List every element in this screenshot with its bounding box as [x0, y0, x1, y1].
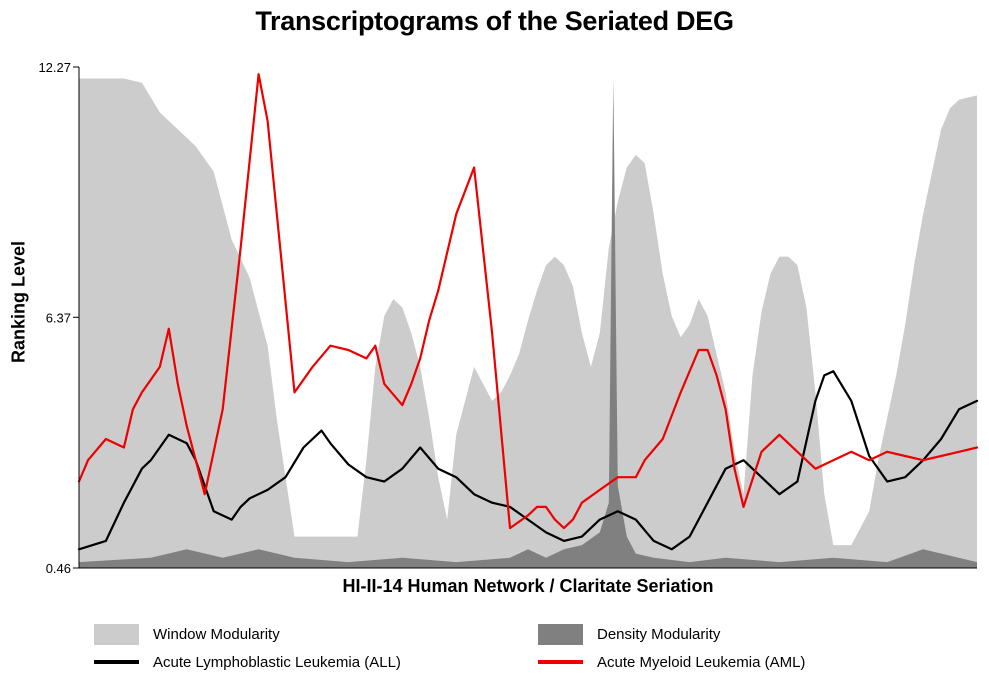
y-tick-label: 6.37 [46, 310, 71, 325]
legend-swatch-density [538, 623, 583, 645]
legend-label-window: Window Modularity [153, 625, 280, 643]
legend-window-modularity: Window Modularity [94, 622, 280, 646]
legend-line-all [94, 660, 139, 664]
legend-line-aml [538, 660, 583, 664]
y-tick-label: 12.27 [38, 60, 71, 75]
legend-swatch-window [94, 623, 139, 645]
y-tick-label: 0.46 [46, 561, 71, 576]
legend-label-aml: Acute Myeloid Leukemia (AML) [597, 653, 806, 671]
series-line-acute-myeloid-leukemia-aml [77, 73, 979, 530]
legend-label-density: Density Modularity [597, 625, 721, 643]
series-area-window-modularity [79, 78, 977, 568]
series-line-acute-lymphoblastic-leukemia-all [77, 370, 979, 551]
legend-density-modularity: Density Modularity [538, 622, 720, 646]
x-axis-label: HI-II-14 Human Network / Claritate Seria… [342, 576, 714, 596]
chart-title: Transcriptograms of the Seriated DEG [255, 6, 734, 36]
legend-aml: Acute Myeloid Leukemia (AML) [538, 650, 805, 674]
legend-all: Acute Lymphoblastic Leukemia (ALL) [94, 650, 401, 674]
legend-label-all: Acute Lymphoblastic Leukemia (ALL) [153, 653, 401, 671]
